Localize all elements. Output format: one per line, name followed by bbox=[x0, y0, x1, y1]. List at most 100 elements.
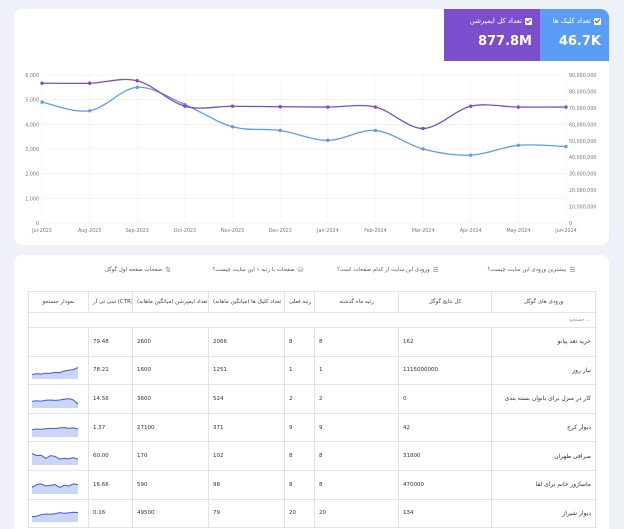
prev-cell: 8 bbox=[314, 327, 399, 357]
search-trend-cell bbox=[28, 469, 89, 500]
clicks-cell: 524 bbox=[208, 384, 285, 414]
cur-cell: 1 bbox=[284, 355, 315, 386]
y-left-tick-label: 3,000 bbox=[25, 147, 39, 153]
table-row[interactable]: 14.56 3600 524 2 2 0 کار در منزل برای بانوان ب… bbox=[28, 384, 596, 414]
table-row[interactable]: 1.37 27100 371 9 9 42 دیوار کرج bbox=[28, 412, 596, 443]
series-point bbox=[87, 109, 92, 113]
table-row[interactable]: 0.16 49500 79 20 20 134 دیوار شیراز bbox=[28, 498, 596, 529]
y-right-tick-label: 90,000,000 bbox=[569, 73, 596, 79]
table-row[interactable]: 78.21 1600 1251 1 1 1115000000 نیاز روز bbox=[28, 355, 596, 386]
col-total-results[interactable]: کل نتایج گوگل bbox=[398, 291, 492, 313]
series-point bbox=[373, 105, 378, 109]
impr-cell: 2600 bbox=[132, 327, 209, 357]
report-tabs: بیشترین ورودی این سایت چیست؟ ☰ ورودی این… bbox=[14, 255, 609, 285]
prev-cell: 1 bbox=[314, 355, 399, 386]
tab-top-entries[interactable]: بیشترین ورودی این سایت چیست؟ ☰ bbox=[454, 255, 609, 285]
prev-cell: 8 bbox=[314, 469, 399, 500]
impr-cell: 1600 bbox=[132, 355, 209, 386]
table-row[interactable]: 79.48 2600 2066 8 8 162 خرید تعد پیانو bbox=[28, 327, 596, 357]
x-tick-label: Sep-2023 bbox=[126, 228, 149, 234]
clicks-cell: 102 bbox=[208, 441, 285, 471]
col-current-rank[interactable]: رتبه فعلی bbox=[284, 291, 315, 313]
col-ctr[interactable]: سی تی آر (CTR) bbox=[88, 291, 133, 313]
y-right-tick-label: 70,000,000 bbox=[569, 106, 596, 112]
cur-cell: 8 bbox=[284, 469, 315, 500]
checkbox-icon[interactable] bbox=[594, 17, 601, 25]
y-left-tick-label: 0 bbox=[36, 221, 39, 227]
impressions-kpi[interactable]: تعداد کل ایمپرشن 877.8M bbox=[444, 9, 540, 61]
series-point bbox=[421, 147, 425, 151]
clicks-cell: 371 bbox=[208, 412, 285, 443]
series-point bbox=[87, 81, 92, 85]
col-impressions[interactable]: تعداد ایمپرشن (میانگین ماهانه) bbox=[132, 291, 209, 313]
total-cell: 134 bbox=[398, 498, 492, 529]
search-trend-cell bbox=[28, 441, 89, 471]
search-trend-cell bbox=[28, 498, 89, 529]
table-row[interactable]: 60.00 170 102 8 8 31800 صرافی طهران bbox=[28, 441, 596, 471]
series-point bbox=[469, 104, 473, 108]
series-point bbox=[40, 81, 44, 85]
col-clicks[interactable]: تعداد کلیک ها (میانگین ماهانه) bbox=[208, 291, 285, 313]
x-tick-label: Jul-2023 bbox=[31, 228, 52, 234]
table-row[interactable]: 16.66 590 98 8 8 470000 ماساژور خانم برای لقا bbox=[28, 469, 596, 500]
y-left-tick-label: 1,000 bbox=[25, 196, 39, 202]
impressions-kpi-label-row: تعداد کل ایمپرشن bbox=[470, 17, 532, 25]
series-point bbox=[326, 105, 330, 109]
search-trend-sparkline bbox=[31, 512, 79, 523]
tab-entry-pages[interactable]: ورودی این سایت از کدام صفحات است؟ ☰ bbox=[322, 255, 454, 285]
clicks-kpi[interactable]: تعداد کلیک ها 46.7K bbox=[540, 9, 609, 61]
ctr-cell: 0.16 bbox=[88, 498, 133, 529]
sparkline-line bbox=[31, 453, 79, 460]
clicks-cell: 79 bbox=[208, 498, 285, 529]
col-search-chart[interactable]: نمودار جستجو bbox=[28, 291, 89, 313]
series-point bbox=[278, 105, 282, 109]
prev-cell: 20 bbox=[314, 498, 399, 529]
stack-icon: ⛁ bbox=[297, 266, 304, 274]
checkbox-icon[interactable] bbox=[525, 17, 532, 25]
sparkline-line bbox=[31, 398, 79, 405]
series-point bbox=[564, 105, 568, 109]
list-icon: ☰ bbox=[569, 266, 576, 274]
list-icon: ☰ bbox=[432, 266, 439, 274]
search-trend-cell bbox=[28, 327, 89, 357]
sparkline-area bbox=[32, 453, 78, 466]
series-point bbox=[516, 105, 521, 109]
y-left-tick-label: 5,000 bbox=[25, 98, 39, 104]
sort-icon: ⇅ bbox=[165, 266, 172, 274]
impr-cell: 49500 bbox=[132, 498, 209, 529]
keyword-cell: دیوار شیراز bbox=[491, 498, 596, 529]
col-keyword[interactable]: ورودی های گوگل bbox=[491, 291, 596, 313]
series-point bbox=[230, 125, 235, 129]
y-left-tick-label: 2,000 bbox=[25, 172, 39, 178]
series-point bbox=[326, 138, 330, 143]
col-previous-rank[interactable]: رتبه ماه گذشته bbox=[314, 291, 399, 313]
clicks-kpi-label-row: تعداد کلیک ها bbox=[553, 17, 601, 25]
series-point bbox=[135, 79, 139, 83]
y-right-tick-label: 20,000,000 bbox=[569, 188, 596, 194]
impressions-kpi-value: 877.8M bbox=[477, 34, 532, 49]
tab-rank-one-pages[interactable]: صفحات با رتبه ۱ این سایت چیست؟ ⛁ bbox=[194, 255, 322, 285]
sparkline-line bbox=[31, 512, 79, 518]
keyword-cell: ماساژور خانم برای لقا bbox=[491, 469, 596, 500]
clicks-kpi-value: 46.7K bbox=[558, 34, 601, 49]
sparkline-line bbox=[31, 367, 79, 376]
sparkline-area bbox=[32, 367, 78, 380]
tab-first-page-pages[interactable]: صفحات صفحه اول گوگل ⇅ bbox=[82, 255, 194, 285]
prev-cell: 2 bbox=[314, 384, 399, 414]
tab-label: بیشترین ورودی این سایت چیست؟ bbox=[487, 267, 567, 273]
search-trend-sparkline bbox=[31, 398, 79, 408]
impr-cell: 3600 bbox=[132, 384, 209, 414]
search-trend-cell bbox=[28, 355, 89, 386]
table-search-input[interactable]: جستجو ... bbox=[28, 312, 596, 328]
table-header-row: نمودار جستجو سی تی آر (CTR) تعداد ایمپرش… bbox=[28, 291, 596, 313]
impr-cell: 27100 bbox=[132, 412, 209, 443]
x-tick-label: Nov-2023 bbox=[221, 228, 244, 234]
x-tick-label: Dec-2023 bbox=[269, 228, 292, 234]
tab-label: ورودی این سایت از کدام صفحات است؟ bbox=[337, 267, 430, 273]
tab-label: صفحات با رتبه ۱ این سایت چیست؟ bbox=[212, 267, 295, 273]
series-line-1 bbox=[41, 86, 567, 156]
x-tick-label: Aug-2023 bbox=[78, 228, 101, 234]
total-cell: 0 bbox=[398, 384, 492, 414]
x-tick-label: Apr-2024 bbox=[460, 228, 482, 234]
cur-cell: 8 bbox=[284, 441, 315, 471]
